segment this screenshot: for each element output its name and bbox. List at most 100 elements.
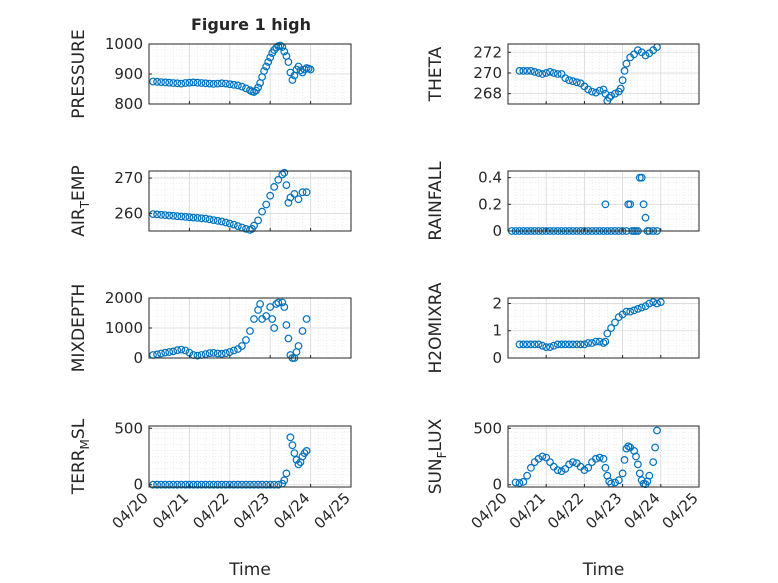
data-point <box>538 341 547 350</box>
data-point <box>651 443 659 452</box>
data-point <box>634 305 642 313</box>
data-point <box>237 480 246 489</box>
major-grid <box>507 44 700 104</box>
data-point <box>561 465 570 473</box>
data-point <box>569 340 577 349</box>
x-axis-label: Time <box>228 560 271 580</box>
y-tick-label: 0 <box>133 349 143 367</box>
data-point <box>280 476 289 485</box>
data-point <box>292 456 301 464</box>
data-point <box>193 213 202 222</box>
data-point <box>205 349 214 358</box>
axes-box <box>507 170 700 232</box>
minor-grid <box>508 426 699 487</box>
data-point <box>603 329 612 338</box>
data-point <box>193 351 202 360</box>
data-point <box>173 212 182 221</box>
data-point <box>542 69 551 77</box>
data-point <box>588 87 596 96</box>
data-point <box>645 471 654 480</box>
data-point <box>641 213 650 222</box>
data-point <box>229 220 238 229</box>
data-point <box>569 458 577 467</box>
data-point <box>213 216 222 225</box>
data-point <box>229 480 238 489</box>
data-point <box>266 303 275 311</box>
data-point <box>161 78 170 87</box>
y-tick-label: 1 <box>492 322 502 340</box>
x-tick-label: 04/21 <box>506 489 549 532</box>
data-point <box>557 467 566 476</box>
data-point <box>624 442 633 451</box>
x-tick-label: 04/20 <box>109 489 152 532</box>
data-point <box>217 480 226 489</box>
data-point <box>284 198 293 207</box>
data-point <box>181 346 190 355</box>
data-point <box>601 200 610 209</box>
data-point <box>561 340 570 349</box>
axes-box <box>507 297 700 359</box>
data-point <box>553 340 562 349</box>
data-point <box>242 224 250 233</box>
data-point <box>298 188 307 197</box>
data-point <box>302 188 311 197</box>
data-point <box>242 480 250 489</box>
data-point <box>213 349 222 358</box>
data-point <box>185 78 194 87</box>
data-point <box>527 463 535 472</box>
data-point <box>639 200 648 209</box>
data-point <box>268 315 277 323</box>
data-point <box>262 480 271 489</box>
data-point <box>161 480 170 489</box>
data-point <box>294 342 303 350</box>
y-tick-label: 260 <box>114 204 143 222</box>
data-point <box>595 337 604 346</box>
data-point <box>161 211 170 220</box>
data-point <box>173 480 182 489</box>
data-point <box>576 340 585 349</box>
data-point <box>530 340 539 349</box>
data-point <box>254 480 263 489</box>
data-point <box>542 343 551 352</box>
data-point <box>515 479 524 487</box>
data-point <box>169 79 178 87</box>
data-point <box>177 79 186 88</box>
data-point <box>534 454 543 463</box>
x-tick-label: 04/25 <box>659 489 702 532</box>
data-point <box>173 346 182 355</box>
data-point <box>233 222 242 231</box>
data-point <box>262 200 271 209</box>
data-point <box>584 339 593 347</box>
data-point <box>294 195 303 204</box>
data-point <box>599 454 608 463</box>
data-point <box>605 477 614 486</box>
y-tick-label: 1000 <box>105 319 143 337</box>
data-point <box>185 480 194 489</box>
data-point <box>530 67 539 76</box>
data-point <box>565 460 573 469</box>
data-point <box>290 189 299 198</box>
data-point <box>169 211 178 220</box>
data-point <box>561 74 570 82</box>
data-point <box>622 444 631 453</box>
data-point <box>254 83 263 92</box>
data-point <box>549 69 558 77</box>
data-series <box>511 426 661 489</box>
data-point <box>515 66 524 75</box>
data-series <box>149 433 311 489</box>
data-point <box>601 337 610 346</box>
data-point <box>153 210 162 219</box>
data-point <box>225 480 234 489</box>
data-point <box>266 480 275 489</box>
data-point <box>592 337 600 346</box>
data-point <box>284 334 293 343</box>
data-point <box>599 85 608 94</box>
y-axis-label: MIXDEPTH <box>69 284 89 373</box>
data-point <box>519 478 528 486</box>
data-point <box>209 480 218 489</box>
y-axis-label: AIRTEMP <box>69 165 92 236</box>
data-point <box>300 449 309 458</box>
data-point <box>258 207 267 216</box>
data-point <box>616 84 625 93</box>
